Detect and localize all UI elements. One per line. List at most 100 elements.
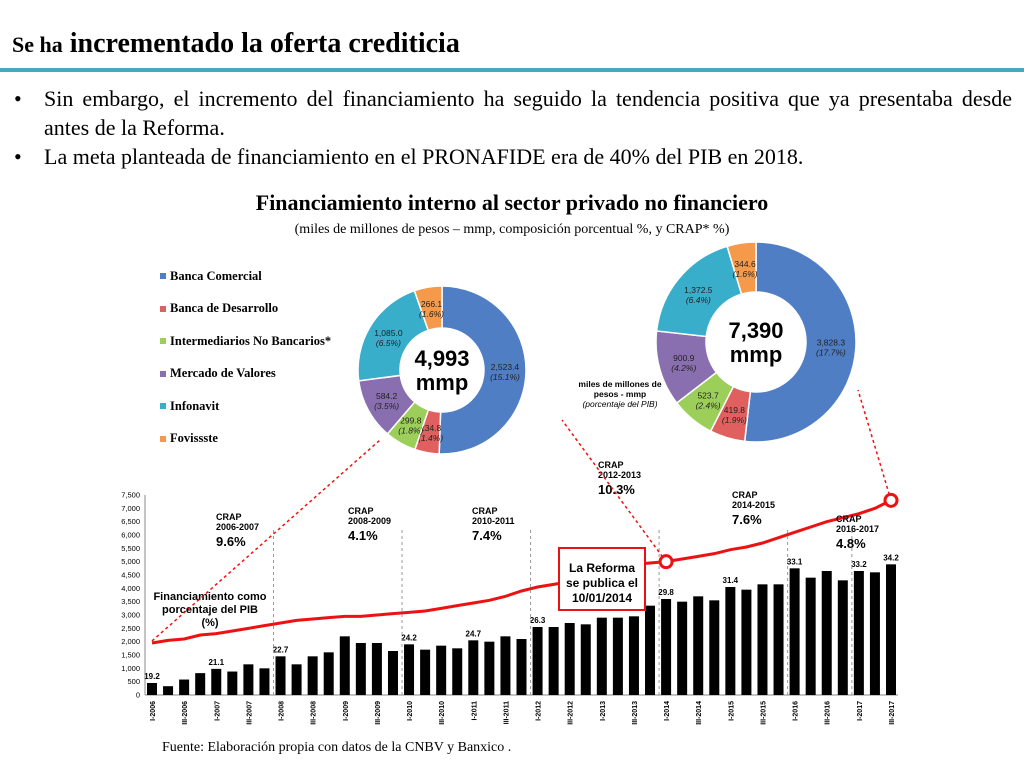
- bar: [468, 640, 479, 695]
- bullet-item: • La meta planteada de financiamiento en …: [14, 142, 1012, 171]
- line-caption: (%): [201, 617, 218, 629]
- x-tick-label: I-2006: [150, 701, 157, 721]
- bar-pct-label: 24.7: [466, 629, 482, 638]
- slice-value-label: 344.6: [734, 259, 756, 269]
- slice-pct-label: (3.5%): [374, 401, 399, 411]
- crap-label: CRAP: [216, 512, 242, 522]
- line-caption: Financiamiento como: [153, 591, 266, 603]
- legend-item: Intermediarios No Bancarios*: [160, 333, 331, 349]
- bar: [179, 679, 190, 695]
- y-tick-label: 2,500: [121, 624, 140, 633]
- y-tick-label: 6,500: [121, 517, 140, 526]
- y-tick-label: 4,000: [121, 584, 140, 593]
- bar: [886, 564, 896, 695]
- slice-pct-label: (1.9%): [722, 415, 747, 425]
- slice-value-label: 234.8: [420, 423, 442, 433]
- bar: [420, 649, 431, 695]
- x-tick-label: I-2011: [471, 701, 478, 721]
- slice-pct-label: (1.6%): [419, 309, 444, 319]
- donut-slice: [726, 241, 757, 296]
- y-tick-label: 500: [127, 677, 140, 686]
- x-tick-label: III-2016: [825, 701, 832, 725]
- legend-item: Banca de Desarrollo: [160, 301, 331, 317]
- legend-swatch: [160, 305, 166, 312]
- bar: [564, 623, 575, 695]
- chart-title: Financiamiento interno al sector privado…: [255, 190, 769, 215]
- x-tick-label: I-2014: [664, 701, 671, 721]
- crap-period: 2016-2017: [836, 524, 879, 534]
- crap-value: 9.6%: [216, 534, 246, 549]
- x-tick-label: III-2008: [311, 701, 318, 725]
- donut-note: pesos - mmp: [594, 389, 646, 399]
- legend-item: Mercado de Valores: [160, 366, 331, 382]
- legend-label: Mercado de Valores: [170, 366, 276, 380]
- x-tick-label: I-2010: [407, 701, 414, 721]
- legend-swatch: [160, 273, 166, 279]
- bar: [789, 568, 800, 695]
- legend-label: Banca Comercial: [170, 268, 262, 283]
- bar: [339, 636, 350, 695]
- bar-pct-label: 26.3: [530, 616, 546, 625]
- bullet-text: Sin embargo, el incremento del financiam…: [44, 86, 1012, 140]
- bar: [837, 580, 848, 695]
- x-tick-label: III-2010: [439, 701, 446, 725]
- legend-label: Infonavit: [170, 398, 220, 413]
- x-tick-label: I-2012: [536, 701, 543, 721]
- bullet-dot: •: [14, 144, 22, 169]
- title-prefix: Se ha: [12, 32, 63, 57]
- reforma-text: La Reforma: [569, 561, 635, 575]
- donut-total-value: 4,993: [414, 346, 469, 371]
- crap-label: CRAP: [732, 490, 758, 500]
- bar-pct-label: 19.2: [144, 672, 160, 681]
- donut-slice: [655, 245, 743, 338]
- crap-period: 2010-2011: [472, 516, 515, 526]
- bar: [484, 641, 495, 695]
- bar: [355, 643, 366, 695]
- crap-period: 2006-2007: [216, 522, 259, 532]
- bar: [371, 643, 382, 695]
- legend-label: Intermediarios No Bancarios*: [170, 333, 332, 348]
- legend-item: Fovissste: [160, 431, 331, 447]
- bar: [741, 589, 752, 695]
- y-tick-label: 4,500: [121, 571, 140, 580]
- y-tick-label: 6,000: [121, 531, 140, 540]
- crap-value: 7.6%: [732, 512, 762, 527]
- slice-pct-label: (1.4%): [418, 433, 443, 443]
- bar: [516, 639, 527, 695]
- bar: [307, 656, 318, 695]
- y-tick-label: 1,000: [121, 664, 140, 673]
- donut-slice: [357, 289, 430, 382]
- bar: [661, 599, 672, 695]
- donut-total-unit: mmp: [730, 342, 783, 367]
- slice-pct-label: (6.4%): [686, 295, 711, 305]
- bar-pct-label: 22.7: [273, 645, 289, 654]
- y-tick-label: 5,500: [121, 544, 140, 553]
- y-tick-label: 3,500: [121, 597, 140, 606]
- bar: [436, 645, 447, 695]
- x-tick-label: I-2007: [214, 701, 221, 721]
- y-tick-label: 5,000: [121, 557, 140, 566]
- slice-pct-label: (17.7%): [816, 347, 846, 357]
- bar-pct-label: 33.2: [851, 560, 867, 569]
- source-note: Fuente: Elaboración propia con datos de …: [162, 740, 512, 755]
- bullet-text: La meta planteada de financiamiento en e…: [44, 144, 804, 169]
- y-tick-label: 1,500: [121, 651, 140, 660]
- x-tick-label: III-2015: [760, 701, 767, 725]
- x-tick-label: III-2014: [696, 701, 703, 725]
- slice-value-label: 419.8: [724, 405, 746, 415]
- y-tick-label: 7,000: [121, 504, 140, 513]
- bar: [227, 671, 238, 695]
- x-tick-label: I-2013: [600, 701, 607, 721]
- y-tick-label: 3,000: [121, 611, 140, 620]
- connector-line: [561, 419, 667, 563]
- legend-label: Banca de Desarrollo: [170, 301, 279, 315]
- bar: [580, 624, 591, 695]
- bar: [645, 605, 656, 695]
- bar: [323, 652, 334, 695]
- bar-pct-label: 34.2: [883, 553, 899, 562]
- reforma-text: 10/01/2014: [572, 591, 632, 605]
- chart-legend: Banca Comercial Banca de Desarrollo Interm…: [160, 268, 331, 463]
- legend-swatch: [160, 435, 166, 442]
- legend-swatch: [160, 403, 166, 409]
